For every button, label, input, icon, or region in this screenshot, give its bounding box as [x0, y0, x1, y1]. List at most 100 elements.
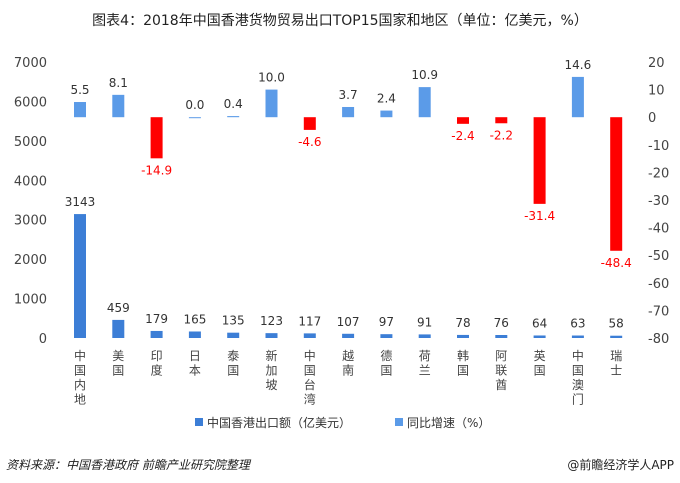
legend-label-export: 中国香港出口额（亿美元）	[207, 415, 351, 430]
right-tick-label: -70	[648, 304, 669, 319]
right-tick-label: -20	[648, 166, 669, 181]
export-bar	[342, 333, 355, 338]
export-data-label: 123	[260, 314, 283, 328]
growth-bar	[265, 89, 278, 118]
growth-bar	[533, 117, 546, 204]
export-bar	[112, 319, 125, 338]
export-data-label: 76	[494, 316, 509, 330]
growth-data-label: -2.2	[490, 128, 513, 142]
right-tick-label: -80	[648, 332, 669, 347]
right-tick-label: -40	[648, 222, 669, 237]
export-data-label: 107	[337, 315, 360, 329]
export-bar	[571, 335, 584, 338]
export-bar	[303, 333, 316, 338]
growth-data-label: 10.9	[411, 68, 438, 82]
export-bar	[265, 333, 278, 338]
growth-bar	[571, 76, 584, 118]
growth-bar	[342, 106, 355, 118]
category-label: 中国内地	[74, 348, 86, 407]
left-tick-label: 1000	[14, 293, 47, 308]
left-tick-label: 4000	[14, 174, 47, 189]
growth-bar	[188, 117, 201, 119]
export-bar	[74, 214, 86, 338]
export-data-label: 97	[379, 315, 394, 329]
growth-bar	[495, 117, 508, 124]
growth-bar	[380, 110, 393, 118]
left-tick-label: 3000	[14, 214, 47, 229]
right-tick-label: -50	[648, 249, 669, 264]
category-label: 越南	[342, 349, 354, 378]
growth-bar	[610, 117, 623, 251]
category-label: 英国	[534, 349, 546, 378]
export-bar	[495, 335, 508, 338]
left-tick-label: 2000	[14, 253, 47, 268]
category-label: 泰国	[227, 349, 239, 378]
category-label: 韩国	[457, 348, 469, 378]
left-tick-label: 0	[39, 332, 47, 347]
growth-data-label: 14.6	[565, 58, 592, 72]
legend-swatch-growth	[395, 418, 403, 426]
growth-bar	[418, 87, 431, 118]
growth-data-label: -2.4	[451, 129, 474, 143]
category-label: 阿联酋	[495, 349, 507, 392]
category-label: 瑞士	[610, 349, 622, 378]
export-data-label: 91	[417, 315, 432, 329]
growth-data-label: -31.4	[524, 209, 555, 223]
export-data-label: 78	[455, 316, 470, 330]
export-data-label: 459	[107, 301, 130, 315]
right-tick-label: 0	[648, 111, 656, 126]
growth-data-label: 10.0	[258, 71, 285, 85]
category-label: 中国澳门	[572, 348, 584, 407]
category-label: 中国台湾	[304, 348, 316, 407]
category-label: 荷兰	[419, 349, 431, 378]
growth-data-label: -48.4	[601, 256, 632, 270]
right-tick-label: -10	[648, 139, 669, 154]
growth-bar	[150, 117, 163, 159]
growth-bar	[112, 94, 125, 118]
growth-data-label: 5.5	[70, 83, 89, 97]
category-label: 新加坡	[265, 348, 277, 392]
chart-title: 图表4：2018年中国香港货物贸易出口TOP15国家和地区（单位：亿美元，%）	[92, 13, 588, 29]
growth-data-label: 0.0	[185, 98, 204, 112]
export-data-label: 117	[298, 314, 321, 328]
export-data-label: 165	[183, 312, 206, 326]
category-label: 德国	[380, 348, 392, 378]
growth-data-label: 8.1	[109, 76, 128, 90]
legend-label-growth: 同比增速（%）	[407, 416, 490, 430]
right-tick-label: 10	[648, 84, 665, 99]
left-tick-label: 5000	[14, 135, 47, 150]
export-bar	[188, 331, 201, 338]
source-note: 资料来源：中国香港政府 前瞻产业研究院整理	[6, 458, 250, 472]
growth-bar	[74, 102, 86, 118]
right-tick-label: -30	[648, 194, 669, 209]
growth-data-label: 2.4	[377, 92, 396, 106]
growth-bar	[457, 117, 469, 124]
growth-data-label: 3.7	[339, 88, 358, 102]
export-bar	[418, 334, 431, 338]
left-tick-label: 6000	[14, 95, 47, 110]
growth-data-label: -4.6	[298, 135, 321, 149]
growth-bar	[303, 117, 316, 130]
brand-label: @前瞻经济学人APP	[567, 458, 674, 472]
export-data-label: 64	[532, 316, 547, 330]
category-label: 印度	[151, 349, 163, 378]
growth-bar	[227, 116, 240, 118]
export-bar	[610, 335, 623, 338]
export-data-label: 3143	[65, 195, 96, 209]
growth-data-label: 0.4	[224, 97, 243, 111]
category-label: 日本	[189, 349, 201, 378]
right-tick-label: -60	[648, 277, 669, 292]
growth-data-label: -14.9	[141, 163, 172, 177]
category-label: 美国	[112, 349, 124, 378]
export-data-label: 179	[145, 312, 168, 326]
export-bar	[380, 334, 393, 338]
export-bar	[457, 334, 469, 338]
right-tick-label: 20	[648, 56, 665, 71]
legend-swatch-export	[195, 418, 203, 426]
export-bar	[227, 332, 240, 338]
export-bar	[150, 330, 163, 338]
export-data-label: 135	[222, 314, 245, 328]
export-bar	[533, 335, 546, 338]
